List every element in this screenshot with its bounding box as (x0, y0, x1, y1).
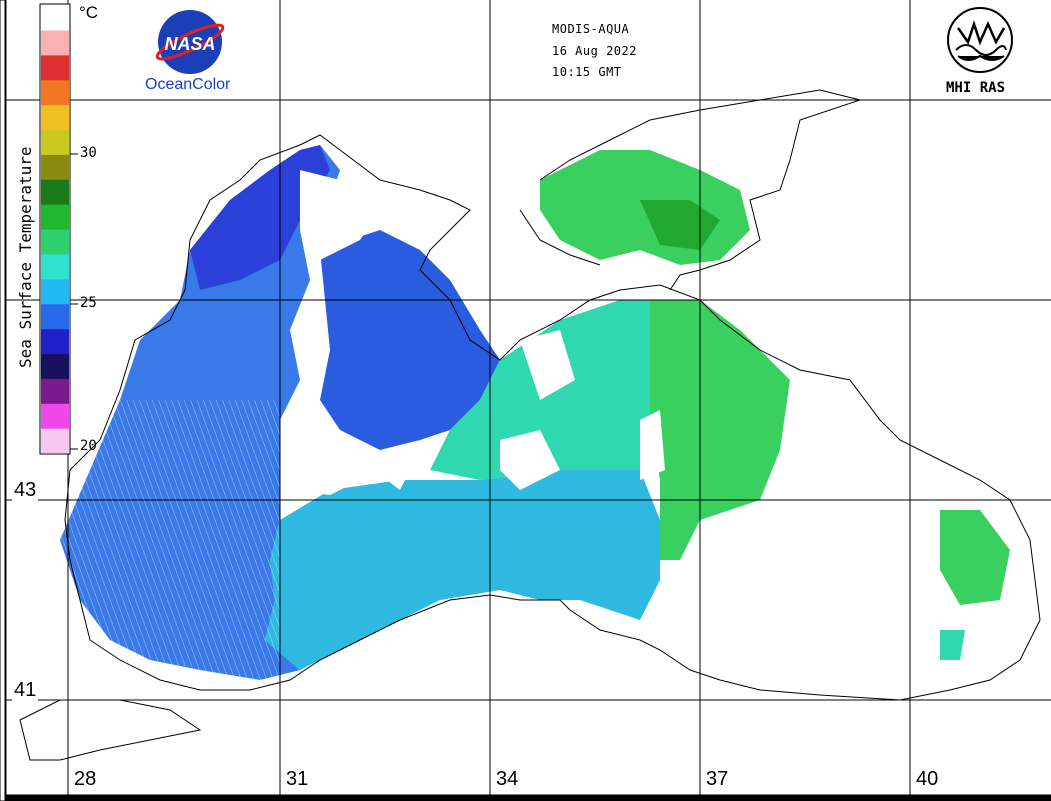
legend-swatch (41, 278, 69, 305)
lon-label-37: 37 (704, 768, 731, 790)
legend-tick-20: 20 (80, 438, 97, 454)
lon-label-28: 28 (72, 768, 99, 790)
sst-eastern-warm (650, 300, 790, 560)
legend-title: Sea Surface Temperature (16, 146, 35, 368)
sensor-label: MODIS-AQUA (552, 22, 630, 36)
legend-swatch (41, 328, 69, 355)
legend-swatch (41, 303, 69, 330)
legend-swatch (41, 79, 69, 106)
sst-northwest-shelf (190, 145, 330, 290)
cloud-mask (290, 170, 665, 495)
legend-tick-30: 30 (80, 145, 97, 161)
time-label: 10:15 GMT (552, 65, 622, 79)
lat-label-41: 41 (12, 679, 39, 701)
nasa-logo: NASA (155, 10, 225, 74)
legend-swatch (41, 204, 69, 230)
oceancolor-caption: OceanColor (145, 76, 231, 93)
legend-swatch (41, 378, 69, 404)
legend-swatch (41, 353, 69, 379)
legend-tick-25: 25 (80, 295, 97, 311)
legend-swatch (41, 104, 69, 131)
legend-swatch (41, 129, 69, 155)
lon-label-40: 40 (914, 768, 941, 790)
sst-southeast-small (940, 630, 965, 660)
legend-swatch (41, 403, 69, 429)
sst-central-north (320, 230, 500, 450)
legend-swatch (41, 428, 69, 454)
legend-swatch (41, 54, 69, 81)
legend-swatch (41, 29, 69, 56)
legend-swatch (41, 5, 69, 31)
lon-label-31: 31 (284, 768, 311, 790)
nasa-brand-text: NASA (164, 34, 215, 54)
legend-swatch (41, 229, 69, 255)
lat-label-43: 43 (12, 479, 39, 501)
date-label: 16 Aug 2022 (552, 44, 637, 58)
legend-swatch (41, 253, 69, 280)
sst-stripes (60, 400, 280, 680)
mhi-ras-caption: MHI RAS (946, 80, 1006, 96)
legend-bar (39, 3, 78, 455)
legend-swatch (41, 179, 69, 205)
sst-south-central (265, 470, 660, 670)
sst-southeast-patch (940, 510, 1010, 605)
lon-label-34: 34 (494, 768, 521, 790)
mhi-ras-logo (947, 7, 1013, 73)
legend-swatch (41, 154, 69, 180)
legend-unit: °C (79, 3, 99, 22)
